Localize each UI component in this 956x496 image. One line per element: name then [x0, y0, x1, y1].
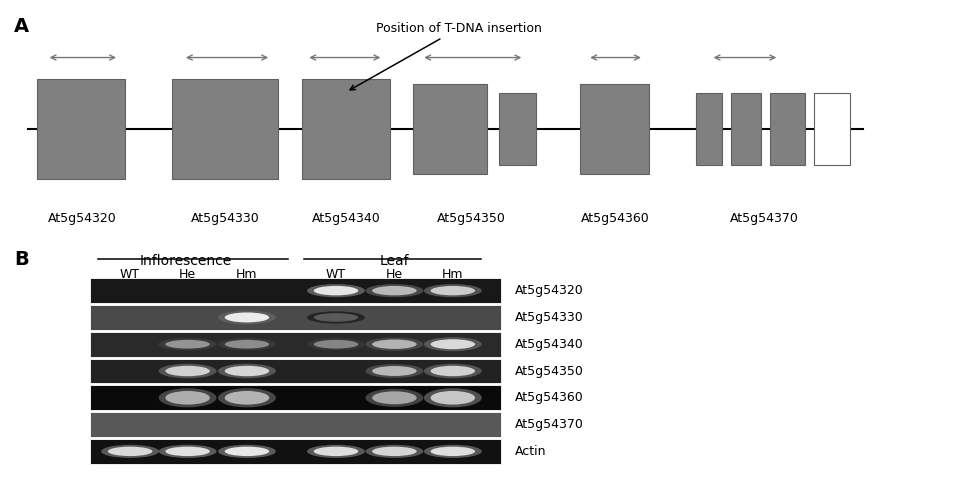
- Ellipse shape: [430, 391, 475, 405]
- Ellipse shape: [159, 364, 217, 378]
- Ellipse shape: [430, 366, 475, 376]
- Ellipse shape: [307, 338, 365, 350]
- Ellipse shape: [218, 310, 276, 324]
- Ellipse shape: [159, 388, 217, 407]
- Ellipse shape: [307, 311, 365, 323]
- Ellipse shape: [307, 445, 365, 458]
- Ellipse shape: [225, 391, 270, 405]
- Text: At5g54350: At5g54350: [515, 365, 584, 377]
- Bar: [90, 385, 501, 410]
- Ellipse shape: [108, 447, 152, 456]
- Text: At5g54330: At5g54330: [191, 212, 260, 225]
- Ellipse shape: [218, 364, 276, 378]
- Text: At5g54330: At5g54330: [515, 311, 584, 324]
- Ellipse shape: [101, 445, 159, 458]
- Ellipse shape: [314, 447, 358, 456]
- Bar: [90, 439, 501, 464]
- Bar: [731, 93, 761, 165]
- Ellipse shape: [165, 340, 210, 349]
- Bar: [770, 93, 805, 165]
- Ellipse shape: [430, 447, 475, 456]
- Bar: [90, 332, 501, 357]
- Ellipse shape: [225, 366, 270, 376]
- Ellipse shape: [424, 364, 482, 378]
- Ellipse shape: [372, 366, 417, 376]
- Bar: [580, 84, 649, 174]
- Text: At5g54370: At5g54370: [515, 418, 584, 431]
- Text: At5g54320: At5g54320: [48, 212, 117, 225]
- Ellipse shape: [365, 338, 424, 351]
- Text: Hm: Hm: [442, 268, 464, 281]
- Text: At5g54340: At5g54340: [312, 212, 380, 225]
- Bar: [696, 93, 722, 165]
- Ellipse shape: [159, 445, 217, 458]
- Ellipse shape: [372, 286, 417, 295]
- Ellipse shape: [430, 339, 475, 349]
- Bar: [172, 79, 278, 179]
- Ellipse shape: [430, 286, 475, 295]
- Bar: [302, 79, 390, 179]
- Text: At5g54320: At5g54320: [515, 284, 584, 297]
- Ellipse shape: [218, 445, 276, 458]
- Ellipse shape: [314, 313, 358, 322]
- Bar: [90, 359, 501, 383]
- Ellipse shape: [218, 338, 276, 350]
- Ellipse shape: [372, 447, 417, 456]
- Text: At5g54350: At5g54350: [437, 212, 506, 225]
- Ellipse shape: [372, 391, 417, 404]
- Text: At5g54340: At5g54340: [515, 338, 584, 351]
- Text: He: He: [179, 268, 196, 281]
- Text: B: B: [14, 250, 29, 269]
- Text: At5g54360: At5g54360: [580, 212, 649, 225]
- Ellipse shape: [424, 445, 482, 458]
- Ellipse shape: [424, 388, 482, 407]
- Bar: [90, 278, 501, 303]
- Text: Actin: Actin: [515, 445, 547, 458]
- Text: At5g54370: At5g54370: [730, 212, 799, 225]
- Text: A: A: [14, 17, 30, 36]
- Ellipse shape: [365, 364, 424, 378]
- Text: Hm: Hm: [236, 268, 258, 281]
- Bar: [37, 79, 125, 179]
- Ellipse shape: [225, 340, 270, 349]
- Ellipse shape: [314, 340, 358, 349]
- Ellipse shape: [365, 445, 424, 458]
- Text: WT: WT: [120, 268, 141, 281]
- Text: Position of T-DNA insertion: Position of T-DNA insertion: [350, 22, 542, 90]
- Ellipse shape: [424, 284, 482, 297]
- Ellipse shape: [225, 447, 270, 456]
- Text: WT: WT: [326, 268, 346, 281]
- Text: At5g54360: At5g54360: [515, 391, 584, 404]
- Bar: [815, 93, 850, 165]
- Ellipse shape: [372, 340, 417, 349]
- Bar: [499, 93, 536, 165]
- Ellipse shape: [225, 312, 270, 322]
- Text: Inflorescence: Inflorescence: [140, 254, 232, 268]
- Ellipse shape: [218, 388, 276, 407]
- Ellipse shape: [424, 337, 482, 351]
- Bar: [90, 412, 501, 437]
- Text: Leaf: Leaf: [380, 254, 409, 268]
- Ellipse shape: [165, 447, 210, 456]
- Ellipse shape: [307, 284, 365, 297]
- Ellipse shape: [165, 391, 210, 405]
- Ellipse shape: [314, 286, 358, 295]
- Bar: [413, 84, 488, 174]
- Text: He: He: [386, 268, 403, 281]
- Ellipse shape: [365, 389, 424, 407]
- Ellipse shape: [159, 338, 217, 350]
- Ellipse shape: [165, 366, 210, 376]
- Ellipse shape: [365, 284, 424, 297]
- Bar: [90, 305, 501, 330]
